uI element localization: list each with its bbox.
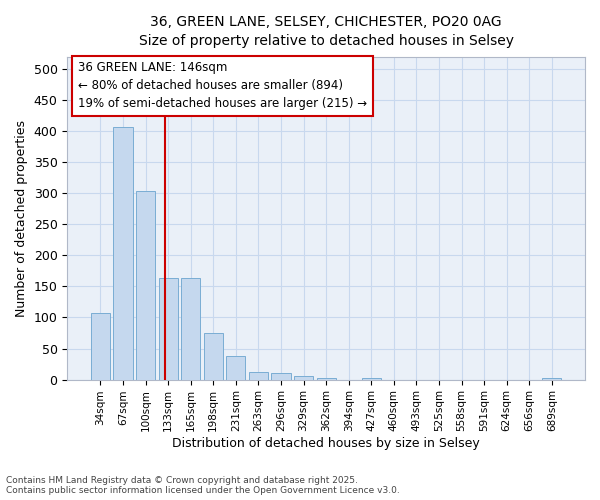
Bar xyxy=(113,128,133,380)
Bar xyxy=(542,378,562,380)
Bar xyxy=(271,374,290,380)
Bar xyxy=(249,372,268,380)
Title: 36, GREEN LANE, SELSEY, CHICHESTER, PO20 0AG
Size of property relative to detach: 36, GREEN LANE, SELSEY, CHICHESTER, PO20… xyxy=(139,15,514,48)
X-axis label: Distribution of detached houses by size in Selsey: Distribution of detached houses by size … xyxy=(172,437,480,450)
Text: Contains HM Land Registry data © Crown copyright and database right 2025.
Contai: Contains HM Land Registry data © Crown c… xyxy=(6,476,400,495)
Bar xyxy=(158,278,178,380)
Bar xyxy=(181,278,200,380)
Y-axis label: Number of detached properties: Number of detached properties xyxy=(15,120,28,316)
Bar xyxy=(91,313,110,380)
Bar xyxy=(226,356,245,380)
Bar xyxy=(317,378,336,380)
Bar xyxy=(362,378,381,380)
Bar xyxy=(136,192,155,380)
Bar xyxy=(203,333,223,380)
Text: 36 GREEN LANE: 146sqm
← 80% of detached houses are smaller (894)
19% of semi-det: 36 GREEN LANE: 146sqm ← 80% of detached … xyxy=(77,62,367,110)
Bar xyxy=(294,376,313,380)
